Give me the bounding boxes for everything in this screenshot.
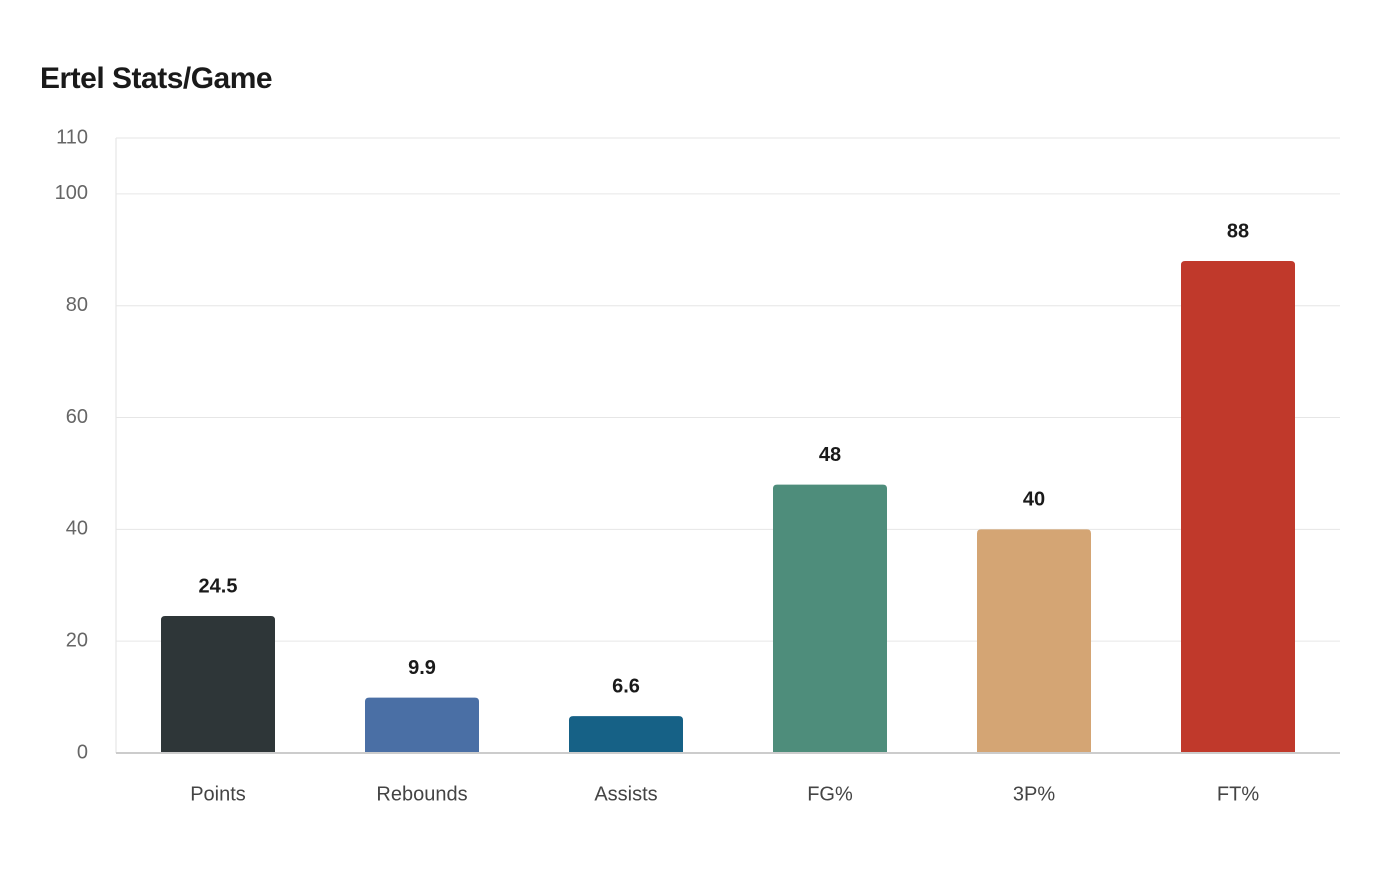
- chart-title: Ertel Stats/Game: [40, 62, 272, 95]
- x-tick-label: FG%: [807, 783, 853, 805]
- x-tick-label: Assists: [594, 783, 657, 805]
- value-label: 48: [819, 444, 841, 466]
- y-tick-label: 80: [66, 294, 88, 316]
- value-label: 24.5: [199, 575, 238, 597]
- x-tick-label: FT%: [1217, 783, 1259, 805]
- x-tick-label: Rebounds: [376, 783, 467, 805]
- value-label: 40: [1023, 489, 1045, 511]
- y-tick-label: 0: [77, 741, 88, 763]
- x-tick-label: 3P%: [1013, 783, 1055, 805]
- value-label: 88: [1227, 220, 1249, 242]
- y-tick-label: 100: [55, 182, 88, 204]
- value-label: 9.9: [408, 657, 436, 679]
- bar: [569, 716, 683, 753]
- bar: [161, 616, 275, 753]
- bar: [1181, 261, 1295, 753]
- y-tick-label: 20: [66, 629, 88, 651]
- y-tick-label: 110: [56, 126, 88, 148]
- bar: [773, 484, 887, 753]
- y-tick-label: 60: [66, 406, 88, 428]
- bar: [365, 697, 479, 753]
- bar: [977, 529, 1091, 753]
- x-tick-label: Points: [190, 783, 246, 805]
- value-label: 6.6: [612, 675, 640, 697]
- y-tick-label: 40: [66, 518, 88, 540]
